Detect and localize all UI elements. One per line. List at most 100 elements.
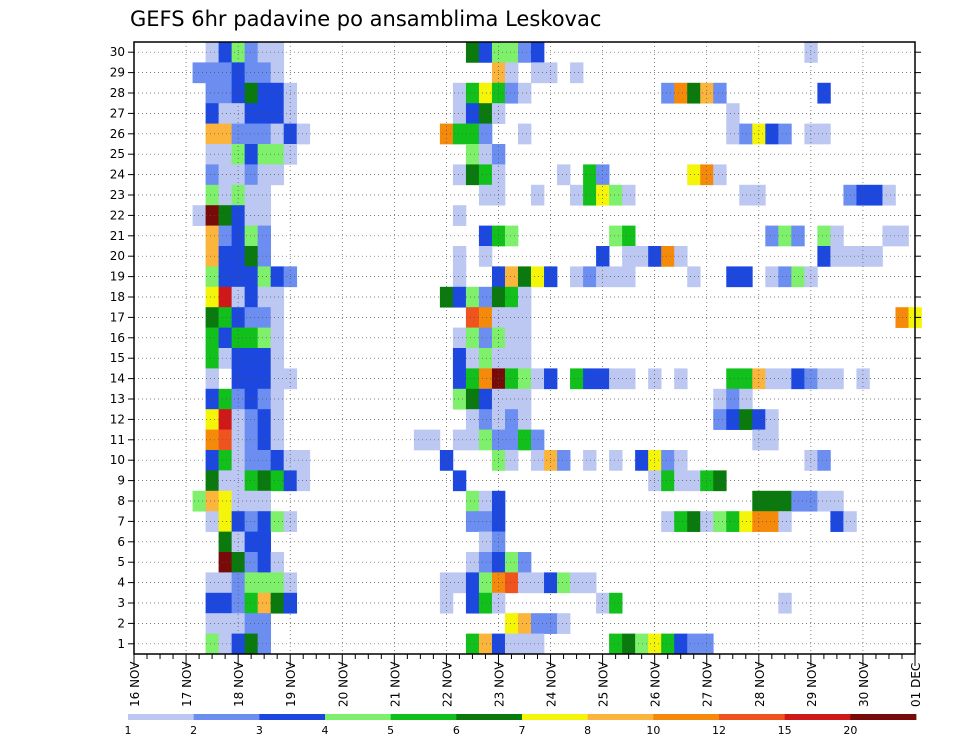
heatmap-cell — [452, 286, 467, 308]
heatmap-cell — [583, 572, 597, 594]
heatmap-cell — [817, 82, 831, 104]
heatmap-cell — [244, 307, 259, 328]
heatmap-cell — [504, 633, 519, 655]
y-tick-label: 24 — [110, 168, 125, 182]
heatmap-cell — [257, 633, 272, 655]
x-tick-label: 25 NOV — [597, 661, 611, 707]
heatmap-cell — [257, 470, 272, 492]
heatmap-cell — [205, 205, 219, 226]
heatmap-cell — [270, 103, 285, 124]
heatmap-cell — [882, 225, 896, 247]
colorbar-label: 4 — [322, 724, 329, 737]
y-tick-label: 5 — [117, 555, 125, 569]
heatmap-cell — [465, 164, 480, 186]
heatmap-cell — [622, 225, 636, 247]
heatmap-cell — [218, 450, 232, 471]
heatmap-cell — [270, 144, 285, 165]
heatmap-cell — [517, 552, 532, 573]
heatmap-cell — [465, 103, 480, 124]
heatmap-cell — [635, 246, 649, 267]
heatmap-cell — [517, 388, 532, 410]
heatmap-cell — [244, 388, 259, 410]
colorbar-label: 1 — [125, 724, 132, 737]
heatmap-cell — [517, 123, 532, 145]
heatmap-cell — [192, 205, 206, 226]
heatmap-cell — [205, 470, 219, 492]
heatmap-cell — [218, 388, 232, 410]
heatmap-cell — [674, 450, 688, 471]
heatmap-cell — [804, 490, 818, 512]
heatmap-cell — [583, 450, 597, 471]
heatmap-cell — [452, 205, 467, 226]
heatmap-cell — [830, 368, 844, 390]
y-tick-label: 28 — [110, 86, 125, 100]
heatmap-cell — [687, 470, 701, 492]
heatmap-cell — [244, 633, 259, 655]
heatmap-cell — [504, 450, 519, 471]
heatmap-cell — [622, 246, 636, 267]
y-tick-label: 11 — [110, 433, 125, 447]
colorbar-label: 3 — [256, 724, 263, 737]
heatmap-cell — [765, 266, 779, 288]
heatmap-cell — [452, 82, 467, 104]
heatmap-cell — [478, 592, 493, 614]
heatmap-cell — [531, 266, 545, 288]
heatmap-cell — [270, 327, 285, 349]
heatmap-cell — [244, 246, 259, 267]
heatmap-cell — [817, 450, 831, 471]
heatmap-cell — [765, 409, 779, 430]
heatmap-cell — [478, 225, 493, 247]
heatmap-cell — [609, 450, 623, 471]
heatmap-cell — [765, 511, 779, 532]
heatmap-cell — [478, 388, 493, 410]
heatmap-cell — [517, 409, 532, 430]
heatmap-cell — [504, 307, 519, 328]
heatmap-cell — [687, 164, 701, 186]
heatmap-cell — [244, 531, 259, 553]
heatmap-cell — [504, 552, 519, 573]
heatmap-cell — [218, 409, 232, 430]
heatmap-cell — [257, 103, 272, 124]
colorbar-segment — [587, 714, 654, 720]
colorbar-label: 20 — [843, 724, 857, 737]
heatmap-cell — [661, 470, 675, 492]
heatmap-cell — [426, 429, 441, 451]
heatmap-cell — [218, 225, 232, 247]
heatmap-cell — [739, 409, 753, 430]
heatmap-cell — [205, 184, 219, 206]
heatmap-cell — [739, 184, 753, 206]
heatmap-cell — [609, 368, 623, 390]
heatmap-cell — [817, 490, 831, 512]
heatmap-cell — [257, 572, 272, 594]
heatmap-cell — [218, 348, 232, 369]
heatmap-cell — [504, 62, 519, 84]
heatmap-cell — [531, 450, 545, 471]
heatmap-cell — [270, 429, 285, 451]
heatmap-cell — [531, 633, 545, 655]
heatmap-cell — [504, 286, 519, 308]
heatmap-cell — [517, 266, 532, 288]
heatmap-cell — [504, 82, 519, 104]
heatmap-cell — [557, 450, 571, 471]
y-tick-label: 14 — [110, 372, 125, 386]
heatmap-cell — [257, 552, 272, 573]
heatmap-cell — [465, 368, 480, 390]
y-tick-label: 3 — [117, 596, 125, 610]
y-tick-label: 6 — [117, 535, 125, 549]
heatmap-cell — [244, 429, 259, 451]
heatmap-cell — [478, 368, 493, 390]
heatmap-cell — [244, 348, 259, 369]
y-tick-label: 17 — [110, 310, 125, 324]
heatmap-cell — [270, 266, 285, 288]
heatmap-cell — [244, 144, 259, 165]
y-tick-label: 4 — [117, 576, 125, 590]
heatmap-cell — [205, 388, 219, 410]
heatmap-cell — [270, 470, 285, 492]
heatmap-cell — [726, 103, 740, 124]
heatmap-cell — [517, 348, 532, 369]
heatmap-cell — [257, 592, 272, 614]
heatmap-cell — [270, 388, 285, 410]
colorbar-segment — [522, 714, 589, 720]
y-tick-label: 27 — [110, 106, 125, 120]
